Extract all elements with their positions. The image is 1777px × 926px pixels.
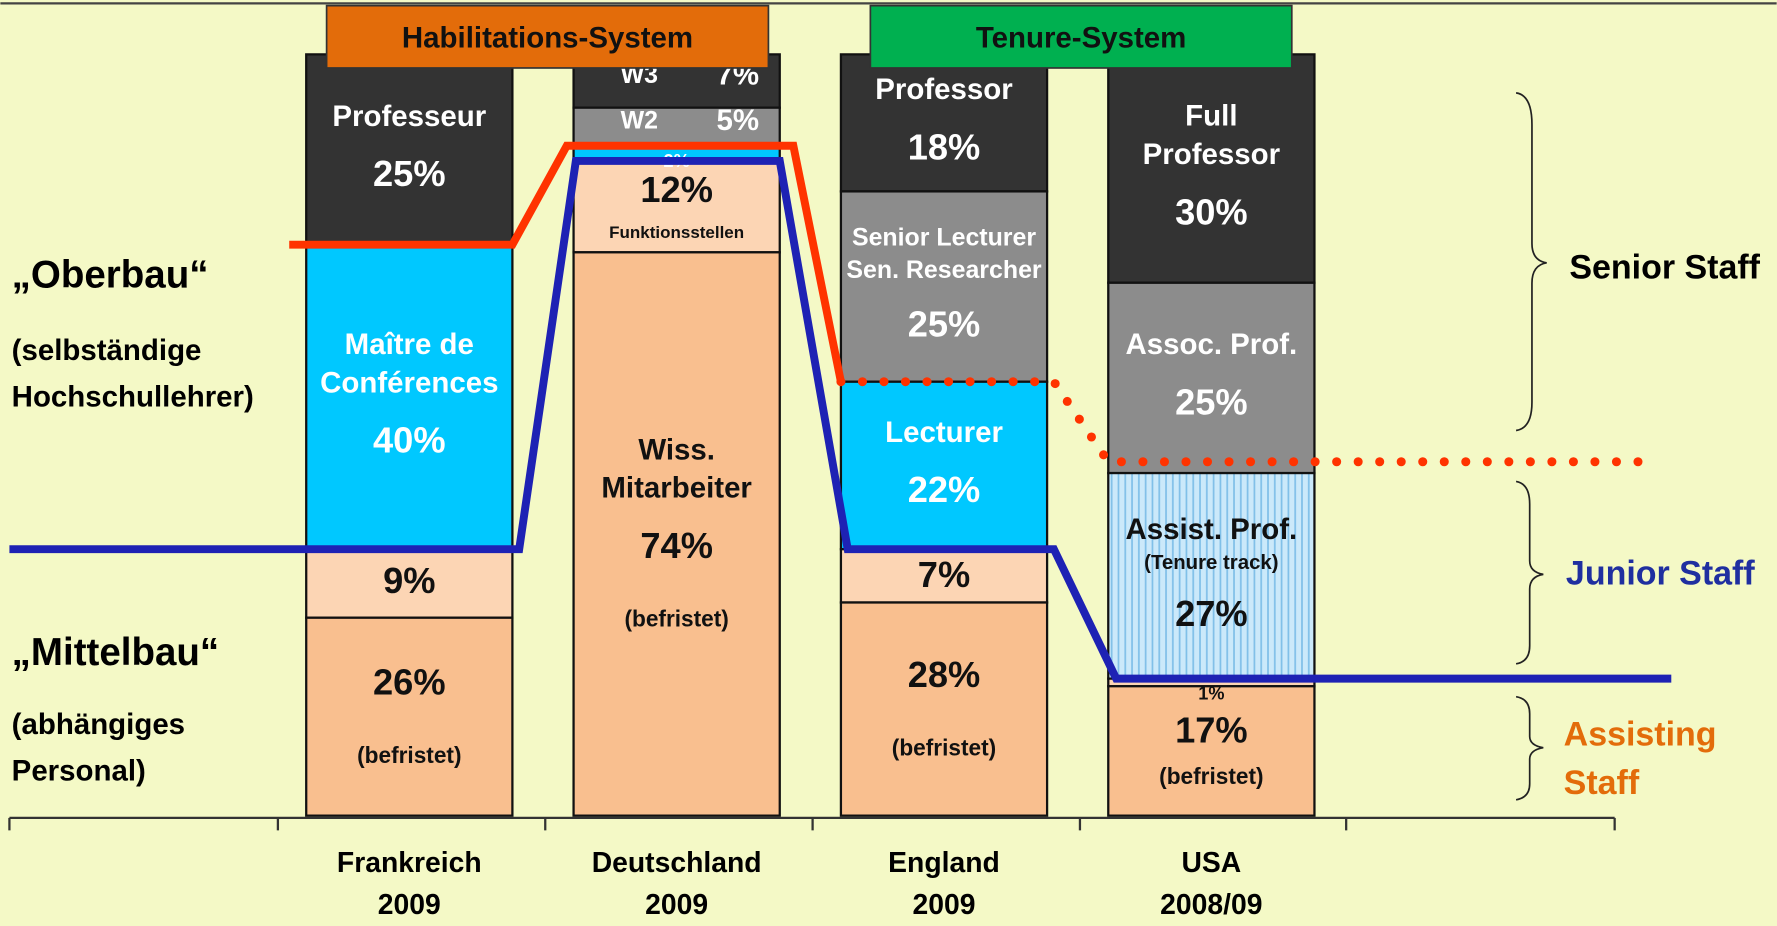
bar-segment [839, 601, 1049, 817]
segment-value: 1% [1198, 684, 1224, 704]
system-header-label: Tenure-System [976, 21, 1187, 54]
bar-segment [305, 243, 514, 551]
segment-note: Funktionsstellen [609, 223, 744, 242]
segment-label: Sen. Researcher [846, 256, 1042, 284]
category-label: 2009 [913, 889, 976, 921]
segment-value: 26% [373, 662, 446, 703]
bar-segment [572, 159, 781, 254]
level-note: (selbständige [12, 334, 202, 367]
bar-segment [1107, 471, 1316, 680]
oberbau-line-dotted [836, 377, 1659, 467]
system-header [869, 4, 1293, 69]
bar-segment [305, 53, 514, 246]
segment-value: 30% [1175, 191, 1248, 232]
bar-segment [1107, 281, 1316, 475]
staff-group-label: Junior Staff [1566, 554, 1755, 592]
category-label: Frankreich [337, 847, 482, 879]
segment-value: 18% [908, 127, 981, 168]
bar-segment [839, 380, 1049, 551]
bar-segment [572, 106, 781, 147]
category-label: Deutschland [592, 847, 762, 879]
category-label: England [888, 847, 1000, 879]
bar-segment [1107, 685, 1316, 817]
segment-label: Assist. Prof. [1125, 513, 1297, 546]
segment-label: Mitarbeiter [601, 472, 752, 505]
level-title: „Mittelbau“ [12, 631, 219, 674]
level-title: „Oberbau“ [12, 254, 209, 297]
segment-label: Lecturer [885, 416, 1003, 449]
segment-note: (befristet) [892, 735, 996, 761]
segment-label: Maître de [345, 328, 474, 361]
level-note: Hochschullehrer) [12, 381, 254, 414]
segment-value: 25% [908, 303, 981, 344]
segment-label: Senior Lecturer [852, 223, 1036, 251]
segment-value: 9% [383, 560, 435, 601]
segment-value: 25% [1175, 382, 1248, 423]
segment-value: 17% [1175, 709, 1248, 750]
level-note: (abhängiges [12, 708, 185, 741]
system-header-label: Habilitations-System [402, 21, 693, 54]
segment-value: 22% [908, 469, 981, 510]
segment-label: Wiss. [638, 433, 715, 466]
segment-label: Conférences [320, 366, 498, 399]
segment-value: 28% [908, 654, 981, 695]
category-label: USA [1181, 847, 1241, 879]
segment-label: W2 [621, 107, 658, 135]
segment-value: 12% [640, 169, 713, 210]
level-note: Personal) [12, 754, 146, 787]
segment-note: (befristet) [357, 742, 461, 768]
category-label: 2009 [378, 889, 441, 921]
segment-value: 25% [373, 153, 446, 194]
bar-segment [305, 548, 514, 619]
axis [8, 816, 1616, 831]
segment-label: Assoc. Prof. [1125, 328, 1297, 361]
category-label: 2008/09 [1160, 889, 1262, 921]
staff-group-label: Assisting [1564, 715, 1717, 753]
segment-label: Professor [875, 73, 1013, 106]
segment-label: Professor [1143, 138, 1281, 171]
segment-value: 5% [717, 104, 760, 137]
bar-segment [1107, 53, 1316, 284]
segment-note: (befristet) [624, 606, 728, 632]
staff-group-label: Senior Staff [1569, 249, 1760, 287]
bar-segment [839, 190, 1049, 383]
staff-group-label: Staff [1564, 764, 1640, 802]
segment-value: 74% [640, 525, 713, 566]
category-label: 2009 [645, 889, 708, 921]
segment-value: 7% [918, 554, 970, 595]
segment-label: (Tenure track) [1144, 552, 1278, 574]
bar-segment [572, 251, 781, 817]
junior-line [9, 156, 1672, 683]
segment-label: Professeur [332, 100, 486, 133]
bar-segment [305, 616, 514, 817]
segment-label: Full [1185, 100, 1237, 133]
segment-note: (befristet) [1159, 763, 1263, 789]
bar-segment [839, 53, 1049, 193]
braces [1515, 92, 1547, 801]
system-header [325, 4, 770, 69]
segment-value: 40% [373, 420, 446, 461]
oberbau-line [289, 141, 845, 383]
segment-value: 27% [1175, 593, 1248, 634]
